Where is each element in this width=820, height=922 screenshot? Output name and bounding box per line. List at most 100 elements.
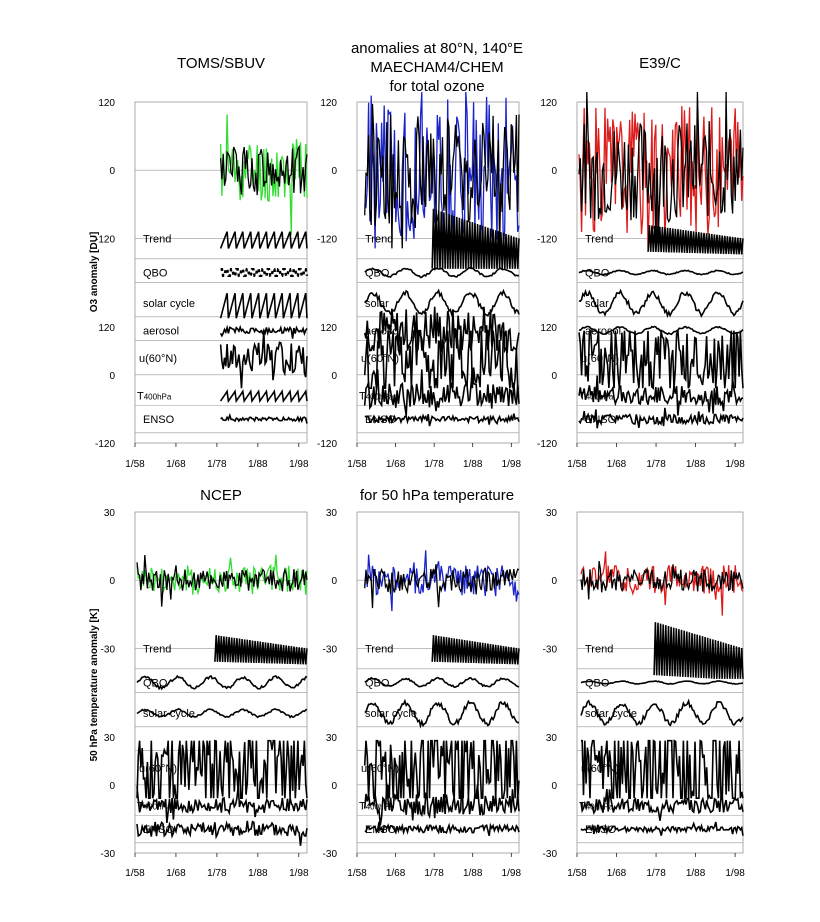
series-label-t400: T400hPa [137, 390, 172, 402]
x-tick-label: 1/98 [502, 459, 522, 470]
series-line [364, 821, 520, 836]
series-label: Trend [365, 233, 393, 245]
series-line [578, 288, 744, 319]
series-label-t400: T400hPa [579, 800, 614, 812]
series-line [364, 564, 520, 609]
y-tick-label: 30 [326, 508, 338, 519]
y-tick-label: 30 [104, 733, 116, 744]
series-label: solar [585, 298, 609, 310]
series-label: u(60°N) [361, 353, 399, 365]
y-tick-label: 120 [320, 323, 337, 334]
x-tick-label: 1/78 [424, 868, 444, 879]
x-tick-label: 1/88 [463, 868, 483, 879]
x-tick-label: 1/58 [347, 459, 367, 470]
x-tick-label: 1/98 [725, 459, 745, 470]
bottom-ylabel: 50 hPa temperature anomaly [K] [89, 609, 100, 762]
x-tick-label: 1/58 [567, 868, 587, 879]
series-line [578, 325, 744, 336]
x-tick-label: 1/88 [463, 459, 483, 470]
y-tick-label: 0 [331, 576, 337, 587]
series-line [136, 674, 307, 691]
series-line [580, 698, 744, 727]
series-line [363, 778, 520, 826]
series-label: Trend [143, 643, 171, 655]
y-tick-label: 120 [98, 98, 115, 109]
series-label: QBO [143, 268, 168, 280]
x-tick-label: 1/68 [166, 459, 186, 470]
series-label-t400: T400hPa [137, 800, 172, 812]
x-tick-label: 1/78 [207, 459, 227, 470]
series-label: QBO [365, 678, 390, 690]
x-tick-label: 1/78 [646, 459, 666, 470]
y-tick-label: -30 [543, 849, 558, 860]
series-line [580, 551, 744, 616]
top-title-line-3: for total ozone [389, 78, 484, 95]
series-line [364, 413, 520, 427]
series-line [136, 786, 308, 823]
y-tick-label: 0 [109, 166, 115, 177]
series-line [363, 739, 520, 800]
series-label: u(60°N) [139, 763, 177, 775]
y-tick-label: -120 [537, 234, 557, 245]
panel-e39-c: E39/C 120 0 -120 120 0 -120 1/58 1/68 1/78 1/88 1/9… [537, 55, 745, 470]
y-tick-label: -120 [95, 234, 115, 245]
y-tick-label: -120 [317, 439, 337, 450]
series-line [364, 676, 520, 689]
series-line [431, 208, 520, 269]
series-line [580, 560, 744, 600]
x-tick-label: 1/58 [567, 459, 587, 470]
x-tick-label: 1/58 [125, 459, 145, 470]
y-tick-label: -30 [543, 644, 558, 655]
series-label: u(60°N) [139, 353, 177, 365]
series-label: solar cycle [143, 708, 195, 720]
series-label: u(60°N) [581, 763, 619, 775]
series-label: solar cycle [585, 708, 637, 720]
y-tick-label: 30 [104, 508, 116, 519]
series-line [580, 789, 744, 821]
panel-ncep: NCEP 30 0 -30 30 0 -30 1/58 1/68 1/78 1/88 1/98 Tren… [101, 487, 309, 879]
y-tick-label: 120 [540, 98, 557, 109]
x-tick-label: 1/58 [347, 868, 367, 879]
panel-frame [134, 511, 308, 854]
series-label-t400: T400hPa [359, 800, 394, 812]
series-line [219, 144, 308, 196]
series-label: ENSO [585, 824, 617, 836]
y-tick-label: -30 [101, 644, 116, 655]
series-line [431, 635, 520, 665]
y-tick-label: 120 [98, 323, 115, 334]
x-tick-label: 1/88 [248, 868, 268, 879]
y-tick-label: -30 [101, 849, 116, 860]
x-tick-label: 1/98 [502, 868, 522, 879]
y-tick-label: 120 [320, 98, 337, 109]
x-tick-label: 1/88 [686, 459, 706, 470]
series-label: ENSO [585, 414, 617, 426]
y-tick-label: 30 [546, 733, 558, 744]
series-label: QBO [585, 678, 610, 690]
y-tick-label: 0 [551, 781, 557, 792]
series-line [578, 91, 744, 249]
series-line [214, 635, 308, 665]
series-line [136, 554, 308, 607]
y-tick-label: 0 [331, 781, 337, 792]
y-tick-label: 30 [326, 733, 338, 744]
series-label: QBO [585, 268, 610, 280]
panel-e39-c: 30 0 -30 30 0 -30 1/58 1/68 1/78 1/88 1/98 Trend QBO… [543, 508, 746, 879]
top-ylabel: O3 anomaly [DU] [89, 232, 100, 313]
series-line [219, 389, 308, 404]
series-line [220, 267, 309, 278]
x-tick-label: 1/98 [725, 868, 745, 879]
x-tick-label: 1/78 [207, 868, 227, 879]
series-label: ENSO [365, 824, 397, 836]
y-tick-label: 0 [109, 576, 115, 587]
y-tick-label: -120 [95, 439, 115, 450]
x-tick-label: 1/68 [386, 868, 406, 879]
series-label: QBO [365, 268, 390, 280]
series-line [364, 266, 520, 279]
y-tick-label: 30 [546, 508, 558, 519]
series-label: ENSO [143, 414, 175, 426]
series-label: u(60°N) [581, 353, 619, 365]
panel-title: TOMS/SBUV [177, 55, 265, 72]
series-line [219, 292, 308, 319]
x-tick-label: 1/98 [289, 459, 309, 470]
series-line [653, 622, 744, 679]
